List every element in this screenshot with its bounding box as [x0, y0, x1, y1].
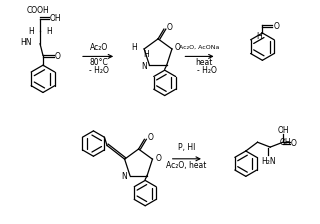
- Text: O: O: [55, 52, 60, 61]
- Text: OH: OH: [50, 14, 61, 23]
- Text: OH: OH: [280, 138, 292, 147]
- Text: P, HI: P, HI: [178, 143, 195, 152]
- Text: - H₂O: - H₂O: [197, 66, 217, 75]
- Text: Ac₂O: Ac₂O: [89, 43, 108, 52]
- Text: H: H: [257, 32, 262, 41]
- Text: Ac₂O, AcONa: Ac₂O, AcONa: [179, 45, 219, 50]
- Text: HN: HN: [21, 38, 32, 47]
- Text: O: O: [274, 22, 280, 31]
- Text: H₂N: H₂N: [261, 157, 276, 166]
- Text: N: N: [141, 62, 147, 71]
- Text: O: O: [167, 23, 173, 32]
- Text: H: H: [144, 50, 149, 59]
- Text: N: N: [121, 172, 127, 181]
- Text: O: O: [175, 43, 181, 52]
- Text: H: H: [132, 43, 137, 52]
- Text: H: H: [28, 27, 34, 36]
- Text: heat: heat: [195, 58, 212, 67]
- Text: O: O: [156, 154, 161, 163]
- Text: O: O: [291, 139, 297, 148]
- Text: Ac₂O, heat: Ac₂O, heat: [166, 161, 206, 170]
- Text: O: O: [147, 133, 153, 142]
- Text: 80°C: 80°C: [89, 58, 108, 67]
- Text: - H₂O: - H₂O: [89, 66, 108, 75]
- Text: COOH: COOH: [27, 6, 50, 15]
- Text: OH: OH: [278, 126, 290, 135]
- Text: H: H: [46, 27, 52, 36]
